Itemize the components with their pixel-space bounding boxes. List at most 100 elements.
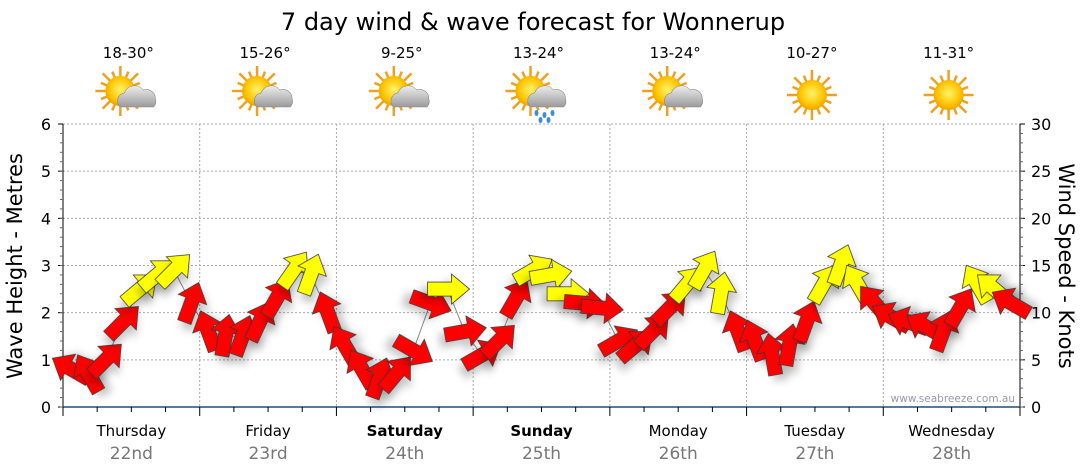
wind-arrow (687, 250, 720, 292)
wind-arrow (154, 254, 191, 290)
watermark: www.seabreeze.com.au (891, 393, 1015, 405)
sun-ray (237, 81, 245, 87)
wind-arrow (391, 333, 433, 366)
wind-arrow (311, 291, 342, 335)
sun-ray (111, 71, 117, 79)
wind-arrow (705, 271, 738, 316)
raindrop (534, 110, 539, 116)
sun-ray (521, 71, 527, 79)
sun-ray (402, 72, 413, 82)
sun-ray (129, 72, 139, 82)
sun-ray (802, 107, 808, 115)
day-label: Sunday (510, 422, 573, 440)
wind-arrow (296, 253, 327, 297)
sun-ray (952, 107, 958, 115)
y-left-tick-label: 4 (41, 209, 51, 228)
y-right-tick-label: 30 (1031, 115, 1051, 134)
sun-ray (961, 99, 969, 105)
wind-arrow (991, 287, 1033, 320)
sun-ray (816, 75, 822, 83)
sun-ray (952, 75, 958, 83)
weather-partly-cloudy-icon (232, 66, 293, 116)
sun-ray (101, 100, 112, 110)
raindrop (550, 110, 555, 116)
sun-ray (671, 71, 677, 79)
sun-ray (824, 85, 832, 91)
y-left-tick-label: 2 (41, 304, 51, 323)
y-right-tick-label: 5 (1031, 351, 1041, 370)
sun-ray (792, 99, 800, 105)
weather-showers-icon (505, 66, 567, 123)
raindrop (542, 112, 547, 118)
sun-ray (266, 72, 276, 82)
wind-arrow (177, 281, 208, 325)
raindrop (538, 117, 543, 123)
sun-ray (132, 81, 141, 87)
y-left-tick-label: 3 (41, 257, 51, 276)
sun-ray (658, 71, 664, 79)
sun-ray (521, 103, 527, 111)
day-label: Friday (245, 422, 291, 440)
sun (796, 80, 827, 110)
temperature-range: 10-27° (786, 44, 837, 62)
weather-partly-cloudy-icon (642, 66, 704, 116)
sun-ray (648, 100, 659, 110)
chart-title: 7 day wind & wave forecast for Wonnerup (281, 8, 785, 36)
sun-ray (930, 76, 940, 86)
sun-ray (397, 71, 403, 79)
sun-ray (247, 103, 253, 111)
sun-ray (802, 75, 808, 83)
raindrop (546, 117, 551, 123)
sun-ray (939, 107, 945, 115)
sun-ray (647, 81, 655, 87)
wind-arrow (755, 332, 788, 377)
sun-ray (511, 72, 522, 82)
sun-ray (111, 103, 117, 111)
sun-ray (101, 72, 112, 82)
sun-ray (247, 71, 253, 79)
sun-ray (957, 104, 968, 114)
wind-arrow (260, 278, 293, 320)
sun-ray (534, 71, 540, 79)
sun-ray (269, 81, 277, 87)
sun-ray (238, 72, 249, 82)
sun-ray (238, 100, 249, 110)
sun-ray (820, 104, 831, 114)
sun-ray (793, 104, 803, 114)
sun-ray (928, 99, 937, 105)
date-label: 27th (795, 444, 834, 464)
temperature-range: 9-25° (381, 44, 423, 62)
sun-ray (124, 71, 130, 79)
sun-ray (820, 76, 831, 86)
y-left-tick-label: 1 (41, 351, 51, 370)
wind-arrow (580, 292, 624, 325)
sun-ray (384, 71, 390, 79)
day-label: Saturday (367, 422, 444, 440)
sun-ray (957, 76, 968, 86)
sun (933, 80, 964, 110)
sun-ray (261, 71, 267, 79)
sun-ray (542, 81, 551, 87)
sun-ray (928, 85, 937, 91)
sun-ray (510, 95, 519, 101)
sun-ray (375, 100, 385, 110)
temperature-range: 11-31° (923, 44, 974, 62)
sun-ray (648, 72, 659, 82)
weather-partly-cloudy-icon (95, 66, 157, 116)
cloud (527, 85, 567, 108)
y-left-tick-label: 6 (41, 115, 51, 134)
wind-arrow (86, 343, 122, 380)
sun-ray (375, 72, 385, 82)
sun-ray (961, 85, 969, 91)
sun-ray (373, 81, 382, 87)
y-left-tick-label: 5 (41, 162, 51, 181)
date-label: 22nd (110, 444, 153, 464)
sun-ray (100, 81, 108, 87)
wind-arrow (792, 300, 823, 344)
date-label: 26th (659, 444, 698, 464)
weather-sunny-icon (923, 70, 974, 120)
day-label: Tuesday (783, 422, 845, 440)
wind-arrow (479, 324, 515, 361)
sun-ray (824, 99, 832, 105)
y-right-tick-label: 10 (1031, 304, 1051, 323)
